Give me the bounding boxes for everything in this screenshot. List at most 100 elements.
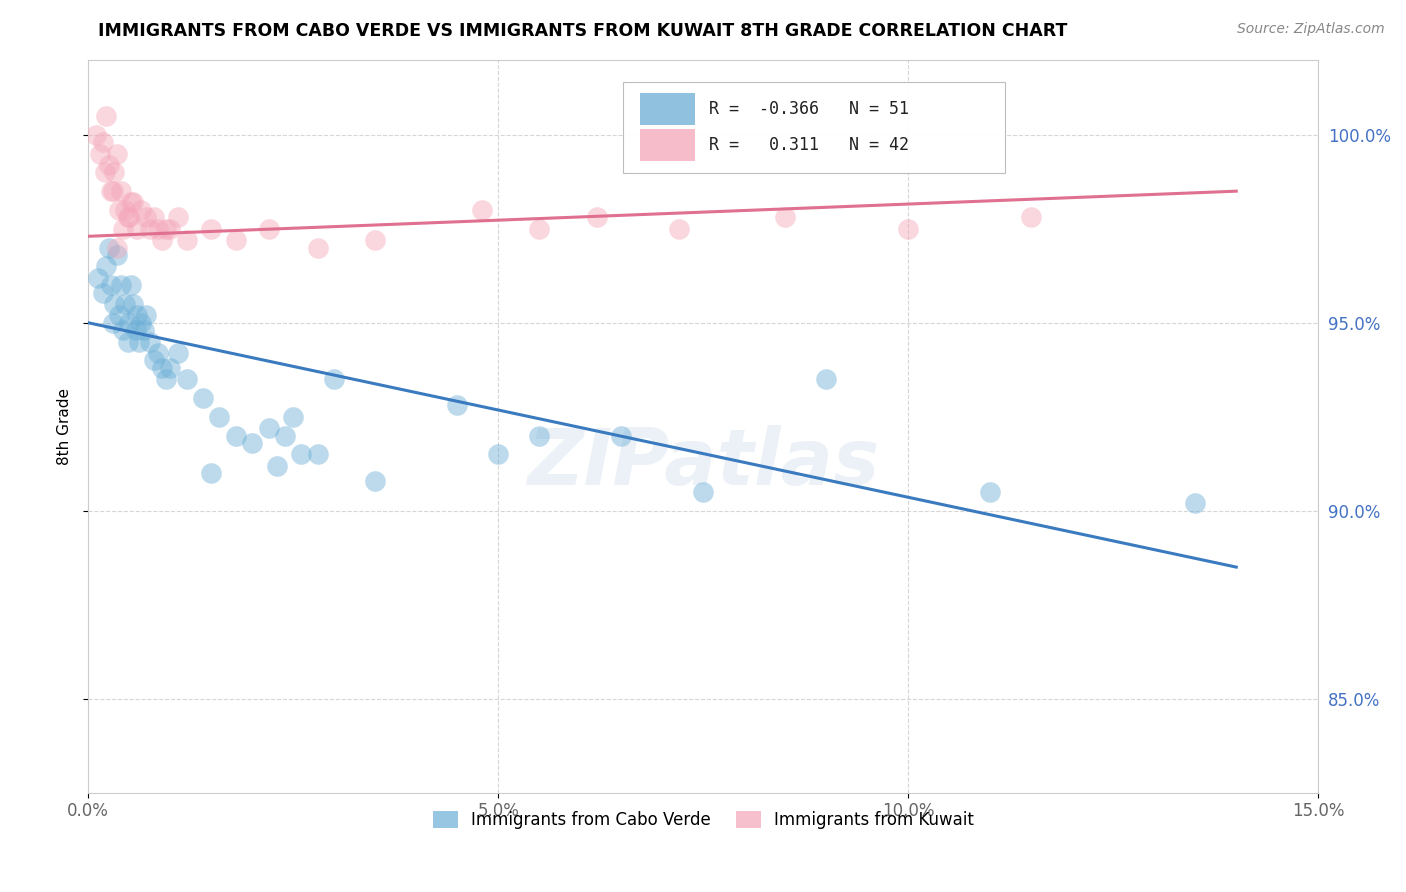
Point — [692, 484, 714, 499]
Point — [1184, 496, 1206, 510]
Point — [117, 211, 139, 225]
Legend: Immigrants from Cabo Verde, Immigrants from Kuwait: Immigrants from Cabo Verde, Immigrants f… — [426, 804, 980, 836]
Point — [96, 109, 118, 123]
Point — [159, 221, 181, 235]
Point — [108, 202, 131, 217]
Point — [668, 221, 690, 235]
Point — [527, 221, 550, 235]
Point — [97, 241, 120, 255]
Point — [120, 195, 142, 210]
Point — [91, 136, 114, 150]
Point — [240, 436, 263, 450]
Point — [200, 221, 222, 235]
Point — [274, 428, 297, 442]
Point — [138, 221, 160, 235]
Point — [105, 241, 128, 255]
Y-axis label: 8th Grade: 8th Grade — [58, 388, 72, 465]
Point — [105, 248, 128, 262]
Point — [87, 270, 110, 285]
Point — [146, 346, 169, 360]
Point — [138, 334, 160, 349]
Point — [100, 278, 122, 293]
Point — [125, 323, 148, 337]
Point — [150, 360, 173, 375]
Point — [101, 316, 124, 330]
Point — [159, 360, 181, 375]
Point — [96, 260, 118, 274]
Point — [101, 184, 124, 198]
Point — [176, 372, 198, 386]
Point — [142, 211, 165, 225]
Point — [208, 409, 231, 424]
Point — [117, 334, 139, 349]
Point — [364, 233, 387, 247]
Point — [155, 221, 177, 235]
Point — [471, 202, 494, 217]
Point — [118, 211, 141, 225]
Point — [979, 484, 1001, 499]
Point — [610, 428, 633, 442]
Point — [127, 308, 149, 322]
Point — [200, 466, 222, 480]
Point — [364, 474, 387, 488]
Point — [120, 278, 142, 293]
Point — [815, 372, 838, 386]
Point — [266, 458, 288, 473]
Point — [135, 211, 157, 225]
Point — [127, 221, 149, 235]
Point — [114, 202, 136, 217]
Point — [150, 233, 173, 247]
Point — [122, 195, 145, 210]
Point — [146, 221, 169, 235]
Point — [111, 323, 134, 337]
FancyBboxPatch shape — [641, 93, 695, 125]
Point — [103, 297, 125, 311]
Point — [167, 211, 190, 225]
Point — [97, 158, 120, 172]
Point — [114, 297, 136, 311]
Point — [118, 316, 141, 330]
Point — [323, 372, 346, 386]
Point — [225, 428, 247, 442]
Point — [283, 409, 305, 424]
Point — [132, 323, 155, 337]
Point — [307, 447, 329, 461]
Point — [103, 165, 125, 179]
FancyBboxPatch shape — [623, 81, 1005, 173]
Point — [167, 346, 190, 360]
Point — [155, 372, 177, 386]
Text: Source: ZipAtlas.com: Source: ZipAtlas.com — [1237, 22, 1385, 37]
Point — [257, 221, 280, 235]
Text: IMMIGRANTS FROM CABO VERDE VS IMMIGRANTS FROM KUWAIT 8TH GRADE CORRELATION CHART: IMMIGRANTS FROM CABO VERDE VS IMMIGRANTS… — [98, 22, 1067, 40]
Point — [897, 221, 920, 235]
Point — [122, 297, 145, 311]
Point — [290, 447, 312, 461]
Point — [91, 285, 114, 300]
Point — [93, 165, 115, 179]
Point — [110, 184, 132, 198]
Point — [1019, 211, 1042, 225]
Text: R =  -0.366   N = 51: R = -0.366 N = 51 — [710, 100, 910, 118]
Point — [105, 146, 128, 161]
Point — [486, 447, 509, 461]
Point — [111, 221, 134, 235]
Point — [131, 316, 153, 330]
Point — [307, 241, 329, 255]
Point — [86, 128, 108, 142]
Point — [176, 233, 198, 247]
Text: R =   0.311   N = 42: R = 0.311 N = 42 — [710, 136, 910, 154]
Point — [89, 146, 111, 161]
FancyBboxPatch shape — [641, 129, 695, 161]
Point — [128, 334, 150, 349]
Point — [110, 278, 132, 293]
Point — [527, 428, 550, 442]
Point — [446, 399, 468, 413]
Text: ZIPatlas: ZIPatlas — [527, 425, 879, 500]
Point — [225, 233, 247, 247]
Point — [131, 202, 153, 217]
Point — [773, 211, 796, 225]
Point — [135, 308, 157, 322]
Point — [100, 184, 122, 198]
Point — [257, 421, 280, 435]
Point — [585, 211, 607, 225]
